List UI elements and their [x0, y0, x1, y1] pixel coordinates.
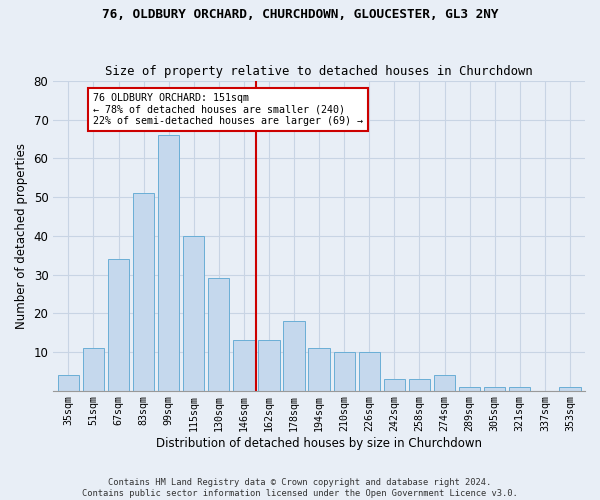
Bar	[409, 379, 430, 390]
Bar	[133, 194, 154, 390]
Text: 76, OLDBURY ORCHARD, CHURCHDOWN, GLOUCESTER, GL3 2NY: 76, OLDBURY ORCHARD, CHURCHDOWN, GLOUCES…	[102, 8, 498, 20]
Bar	[484, 386, 505, 390]
Y-axis label: Number of detached properties: Number of detached properties	[15, 143, 28, 329]
Bar	[559, 386, 581, 390]
Bar	[359, 352, 380, 391]
Bar	[158, 135, 179, 390]
Bar	[384, 379, 405, 390]
Text: Contains HM Land Registry data © Crown copyright and database right 2024.
Contai: Contains HM Land Registry data © Crown c…	[82, 478, 518, 498]
Bar	[183, 236, 205, 390]
Bar	[83, 348, 104, 391]
Bar	[434, 375, 455, 390]
Bar	[459, 386, 480, 390]
Bar	[283, 321, 305, 390]
Bar	[334, 352, 355, 391]
Bar	[509, 386, 530, 390]
Bar	[308, 348, 330, 391]
Title: Size of property relative to detached houses in Churchdown: Size of property relative to detached ho…	[105, 66, 533, 78]
Text: 76 OLDBURY ORCHARD: 151sqm
← 78% of detached houses are smaller (240)
22% of sem: 76 OLDBURY ORCHARD: 151sqm ← 78% of deta…	[94, 92, 364, 126]
Bar	[58, 375, 79, 390]
Bar	[208, 278, 229, 390]
Bar	[259, 340, 280, 390]
Bar	[233, 340, 254, 390]
X-axis label: Distribution of detached houses by size in Churchdown: Distribution of detached houses by size …	[156, 437, 482, 450]
Bar	[108, 259, 129, 390]
